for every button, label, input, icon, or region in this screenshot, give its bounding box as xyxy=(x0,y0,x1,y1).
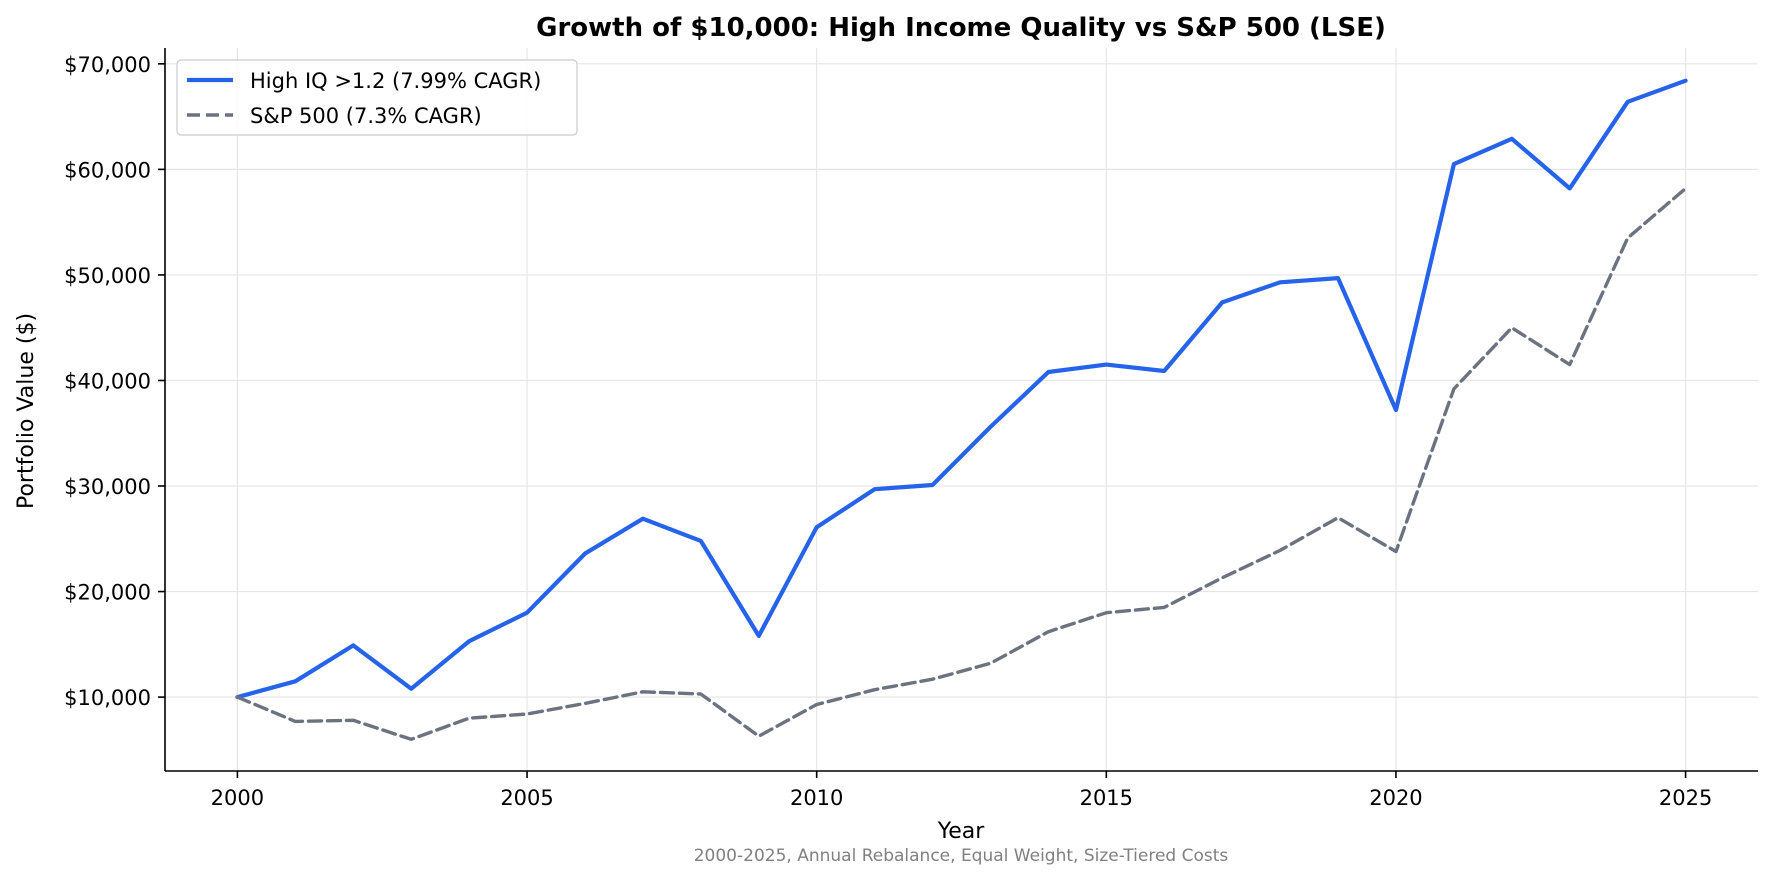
legend-label-0: High IQ >1.2 (7.99% CAGR) xyxy=(250,69,541,93)
axes-layer: 2000 2005 2010 2015 2020 2025 $10,000 $20,000 $3… xyxy=(64,48,1758,810)
y-tick-label-3: $40,000 xyxy=(64,369,151,393)
y-axis-label: Portfolio Value ($) xyxy=(14,313,39,509)
series-line-0 xyxy=(235,78,1688,700)
x-tick-label-5: 2025 xyxy=(1659,786,1712,810)
x-tick-label-2: 2010 xyxy=(790,786,843,810)
y-tick-label-2: $30,000 xyxy=(64,475,151,499)
legend-label-1: S&P 500 (7.3% CAGR) xyxy=(250,104,482,128)
x-tick-label-0: 2000 xyxy=(211,786,264,810)
y-tick-label-6: $70,000 xyxy=(64,53,151,77)
chart-footnote: 2000-2025, Annual Rebalance, Equal Weigh… xyxy=(694,846,1229,866)
x-axis-label: Year xyxy=(937,819,986,844)
legend: High IQ >1.2 (7.99% CAGR) S&P 500 (7.3% C… xyxy=(176,59,578,136)
x-tick-label-1: 2005 xyxy=(500,786,553,810)
series-layer xyxy=(235,78,1688,741)
y-tick-label-1: $20,000 xyxy=(64,581,151,605)
y-tick-label-0: $10,000 xyxy=(64,686,151,710)
x-tick-label-4: 2020 xyxy=(1369,786,1422,810)
series-line-1 xyxy=(235,186,1688,741)
legend-box xyxy=(176,59,578,136)
chart-title: Growth of $10,000: High Income Quality v… xyxy=(536,13,1386,43)
y-tick-label-5: $60,000 xyxy=(64,158,151,182)
x-tick-label-3: 2015 xyxy=(1080,786,1133,810)
y-tick-label-4: $50,000 xyxy=(64,264,151,288)
grid-layer xyxy=(165,48,1758,771)
